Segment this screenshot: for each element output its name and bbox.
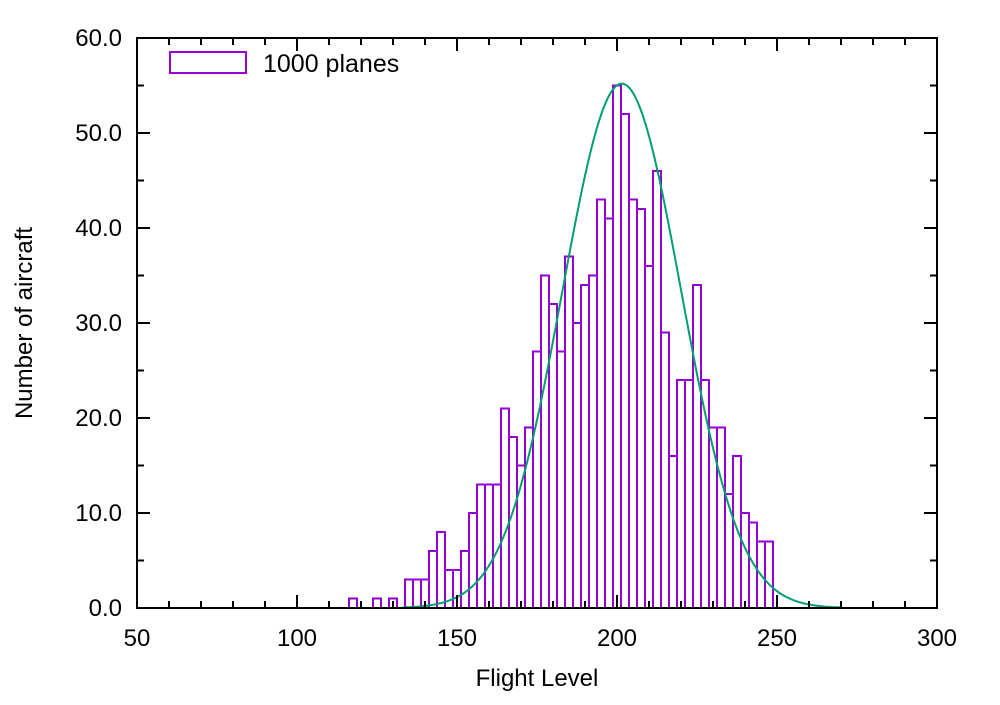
y-tick-label: 10.0 [75, 500, 122, 527]
legend-sample-box [169, 51, 247, 74]
x-tick-labels: 50 100 150 200 250 300 [124, 625, 957, 652]
x-tick-label: 250 [757, 625, 797, 652]
x-axis-title: Flight Level [476, 665, 599, 692]
fit-curve-line [402, 82, 841, 609]
y-tick-label: 0.0 [89, 595, 122, 622]
y-tick-label: 50.0 [75, 120, 122, 147]
gaussian-curve [402, 82, 841, 609]
y-tick-label: 20.0 [75, 405, 122, 432]
axis-ticks [136, 37, 938, 609]
y-tick-label: 30.0 [75, 310, 122, 337]
y-tick-label: 40.0 [75, 215, 122, 242]
x-tick-label: 50 [124, 625, 151, 652]
legend: 1000 planes [169, 50, 399, 78]
x-tick-label: 100 [277, 625, 317, 652]
y-tick-labels: 0.0 10.0 20.0 30.0 40.0 50.0 60.0 [75, 25, 122, 622]
x-tick-label: 200 [597, 625, 637, 652]
x-tick-label: 150 [437, 625, 477, 652]
legend-label: 1000 planes [263, 50, 399, 78]
y-axis-title: Number of aircraft [11, 227, 38, 419]
x-tick-label: 300 [917, 625, 957, 652]
y-tick-label: 60.0 [75, 25, 122, 52]
